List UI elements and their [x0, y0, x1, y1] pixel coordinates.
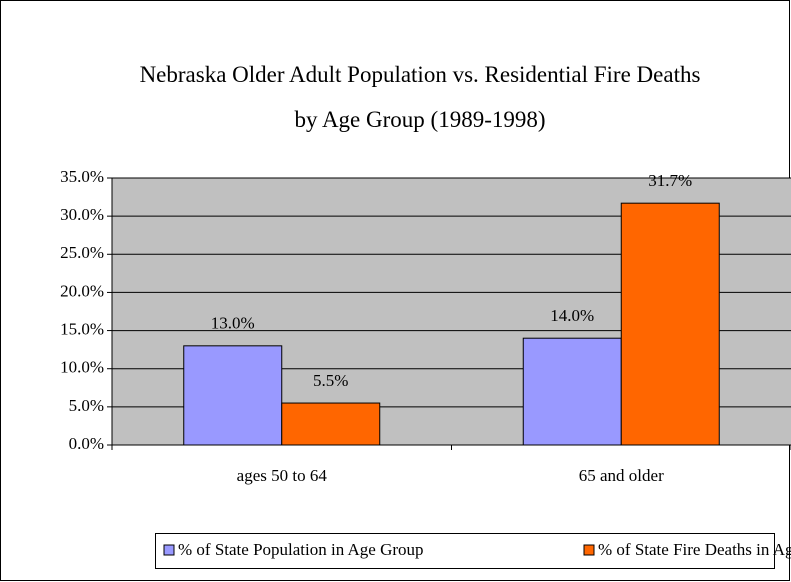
bar — [281, 402, 381, 446]
value-label: 14.0% — [550, 306, 594, 325]
value-label: 13.0% — [211, 314, 255, 333]
value-label: 31.7% — [648, 171, 692, 190]
legend-box — [155, 533, 775, 569]
legend-swatch — [583, 544, 595, 556]
y-tick-label: 30.0% — [60, 205, 104, 224]
legend-label: % of State Population in Age Group — [178, 540, 424, 559]
y-tick-label: 10.0% — [60, 358, 104, 377]
x-tick-label: ages 50 to 64 — [237, 466, 328, 485]
bar — [620, 202, 720, 446]
y-tick-label: 20.0% — [60, 281, 104, 300]
y-tick-label: 5.0% — [69, 396, 104, 415]
legend-label: % of State Fire Deaths in Age Group — [598, 540, 791, 559]
bar — [522, 337, 622, 446]
bar — [183, 345, 283, 446]
legend-swatch — [163, 544, 175, 556]
y-tick-label: 15.0% — [60, 319, 104, 338]
y-tick-label: 25.0% — [60, 243, 104, 262]
y-tick-label: 35.0% — [60, 167, 104, 186]
chart-title: Nebraska Older Adult Population vs. Resi… — [139, 62, 701, 132]
y-tick-label: 0.0% — [69, 434, 104, 453]
value-label: 5.5% — [313, 371, 348, 390]
x-tick-label: 65 and older — [579, 466, 664, 485]
